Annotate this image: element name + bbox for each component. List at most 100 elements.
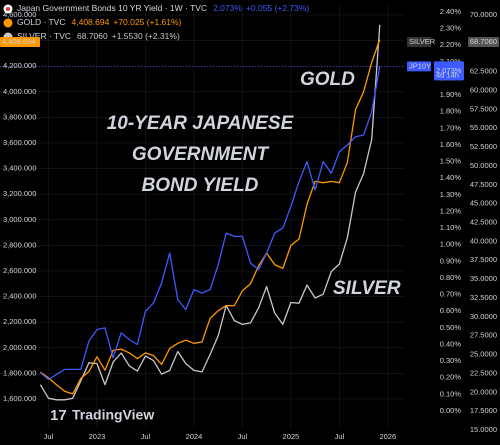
annotation: GOLD	[300, 69, 355, 90]
logo: 17 TradingView	[50, 407, 154, 424]
y2-tick-label: 1.80%	[440, 107, 462, 116]
annotation: GOVERNMENT	[132, 144, 270, 165]
y-tick-label: 2,000.000	[3, 343, 36, 352]
y-tick-label: 4,600.000	[3, 10, 36, 19]
legend-text: +1.5530 (+2.31%)	[112, 31, 180, 41]
price-tag-label: 4,408.694	[2, 37, 35, 46]
y-tick-label: 2,600.000	[3, 266, 36, 275]
y3-tick-label: 62.5000	[470, 67, 497, 76]
y3-tick-label: 15.0000	[470, 425, 497, 434]
legend-icon	[3, 18, 13, 28]
y2-tick-label: 0.90%	[440, 256, 462, 265]
x-tick-label: Jul	[335, 432, 345, 441]
y2-tick-label: 0.40%	[440, 339, 462, 348]
y2-tick-label: 1.10%	[440, 223, 462, 232]
y2-tick-label: 1.30%	[440, 190, 462, 199]
y2-tick-label: 0.50%	[440, 323, 462, 332]
y-tick-label: 1,800.000	[3, 368, 36, 377]
y3-tick-label: 35.0000	[470, 274, 497, 283]
y2-tick-label: 1.50%	[440, 157, 462, 166]
y3-tick-label: 40.0000	[470, 236, 497, 245]
y3-tick-label: 42.5000	[470, 217, 497, 226]
price-tag	[407, 37, 431, 47]
price-tag-label: 68.7060	[470, 37, 497, 46]
y3-tick-label: 22.5000	[470, 368, 497, 377]
y2-tick-label: 1.20%	[440, 206, 462, 215]
x-tick-label: Jul	[238, 432, 248, 441]
legend-text: 68.7060	[77, 31, 108, 41]
y2-tick-label: 0.70%	[440, 290, 462, 299]
legend-text: Japan Government Bonds 10 YR Yield · 1W …	[17, 3, 207, 13]
y-tick-label: 4,200.000	[3, 61, 36, 70]
y2-tick-label: 2.30%	[440, 24, 462, 33]
annotation: BOND YIELD	[142, 175, 259, 196]
series-line	[39, 24, 381, 401]
y3-tick-label: 20.0000	[470, 387, 497, 396]
series-line	[40, 39, 381, 395]
y-tick-label: 3,600.000	[3, 138, 36, 147]
legend-text: GOLD · TVC	[17, 17, 66, 27]
legend-text: 4,408.694	[72, 17, 110, 27]
y2-tick-label: 0.10%	[440, 389, 462, 398]
y3-tick-label: 50.0000	[470, 161, 497, 170]
y3-tick-label: 25.0000	[470, 350, 497, 359]
legend-text: +70.025 (+1.61%)	[113, 17, 181, 27]
logo-mark: 17	[50, 407, 67, 424]
y3-tick-label: 70.0000	[470, 10, 497, 19]
price-tag	[468, 37, 499, 47]
y2-tick-label: 0.00%	[440, 406, 462, 415]
y2-tick-label: 2.20%	[440, 40, 462, 49]
y2-tick-label: 0.80%	[440, 273, 462, 282]
legend-entry: Japan Government Bonds 10 YR Yield · 1W …	[17, 3, 309, 13]
y2-tick-label: 0.30%	[440, 356, 462, 365]
x-tick-label: Jul	[44, 432, 54, 441]
y3-tick-label: 30.0000	[470, 312, 497, 321]
x-tick-label: Jul	[141, 432, 151, 441]
y-tick-label: 3,200.000	[3, 189, 36, 198]
y3-tick-label: 52.5000	[470, 142, 497, 151]
series-line	[39, 66, 381, 381]
legend-text: SILVER · TVC	[17, 31, 71, 41]
legend-entry: SILVER · TVC 68.7060 +1.5530 (+2.31%)	[17, 31, 180, 41]
x-tick-label: 2023	[89, 432, 106, 441]
y-tick-label: 2,800.000	[3, 240, 36, 249]
y2-tick-label: 1.60%	[440, 140, 462, 149]
y-tick-label: 3,400.000	[3, 164, 36, 173]
y3-tick-label: 27.5000	[470, 331, 497, 340]
y3-tick-label: 17.5000	[470, 406, 497, 415]
y-tick-label: 2,200.000	[3, 317, 36, 326]
x-tick-label: 2024	[186, 432, 203, 441]
price-tag-label: 2.073%	[436, 66, 462, 75]
price-tag-label: JP10Y	[409, 61, 431, 70]
price-tag-label: SILVER	[409, 37, 436, 46]
annotation: 10-YEAR JAPANESE	[107, 113, 295, 134]
y2-tick-label: 1.00%	[440, 240, 462, 249]
y-tick-label: 2,400.000	[3, 292, 36, 301]
watermark: TradingView	[72, 407, 154, 423]
x-tick-label: 2025	[283, 432, 300, 441]
y2-tick-label: 2.40%	[440, 7, 462, 16]
x-tick-label: 2026	[379, 432, 396, 441]
plot	[0, 24, 404, 401]
y-tick-label: 1,600.000	[3, 394, 36, 403]
y2-tick-label: 1.90%	[440, 90, 462, 99]
y2-tick-label: 1.40%	[440, 173, 462, 182]
y-tick-label: 3,000.000	[3, 215, 36, 224]
annotation: SILVER	[333, 278, 401, 299]
y2-tick-label: 2.10%	[440, 57, 462, 66]
price-tag	[407, 61, 431, 72]
y2-tick-label: 0.60%	[440, 306, 462, 315]
y3-tick-label: 47.5000	[470, 180, 497, 189]
y-tick-label: 4,000.000	[3, 87, 36, 96]
legend-icon	[6, 7, 10, 11]
price-tag	[0, 37, 40, 47]
y2-tick-label: 0.20%	[440, 373, 462, 382]
y3-tick-label: 60.0000	[470, 85, 497, 94]
price-tag	[434, 61, 464, 81]
y2-tick-label: 1.70%	[440, 123, 462, 132]
y3-tick-label: 37.5000	[470, 255, 497, 264]
y-tick-label: 3,800.000	[3, 112, 36, 121]
